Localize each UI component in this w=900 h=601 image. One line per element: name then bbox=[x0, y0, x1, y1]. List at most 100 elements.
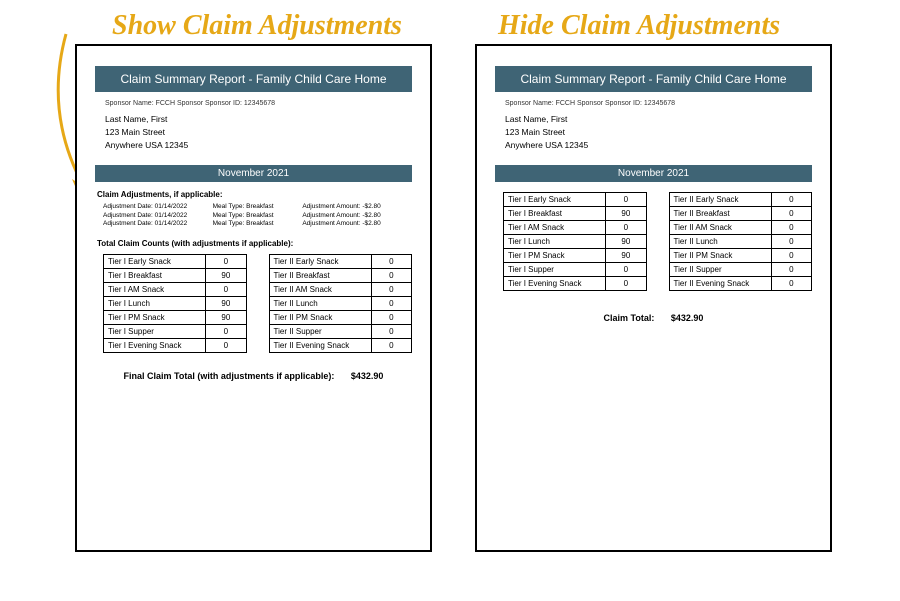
meal-label: Tier II Breakfast bbox=[669, 207, 771, 221]
meal-label: Tier II Early Snack bbox=[669, 193, 771, 207]
meal-count: 90 bbox=[206, 310, 246, 324]
meal-count: 0 bbox=[371, 324, 411, 338]
meal-count: 0 bbox=[371, 268, 411, 282]
meal-label: Tier II Early Snack bbox=[269, 254, 371, 268]
table-row: Tier II Early Snack0 bbox=[269, 254, 412, 268]
meal-label: Tier I Evening Snack bbox=[104, 338, 206, 352]
meal-label: Tier II AM Snack bbox=[669, 221, 771, 235]
tier2-table: Tier II Early Snack0Tier II Breakfast0Ti… bbox=[269, 254, 413, 353]
meal-label: Tier II PM Snack bbox=[269, 310, 371, 324]
table-row: Tier I AM Snack0 bbox=[104, 282, 247, 296]
meal-label: Tier II Breakfast bbox=[269, 268, 371, 282]
final-total-amount: $432.90 bbox=[671, 313, 704, 323]
meal-count-tables: Tier I Early Snack0Tier I Breakfast90Tie… bbox=[103, 254, 412, 353]
report-title-banner: Claim Summary Report - Family Child Care… bbox=[95, 66, 412, 92]
provider-street: 123 Main Street bbox=[505, 126, 812, 139]
table-row: Tier I Early Snack0 bbox=[104, 254, 247, 268]
table-row: Tier I PM Snack90 bbox=[104, 310, 247, 324]
meal-label: Tier II Lunch bbox=[269, 296, 371, 310]
adjustment-meal: Meal Type: Breakfast bbox=[213, 212, 303, 220]
table-row: Tier II Lunch0 bbox=[669, 235, 812, 249]
provider-name: Last Name, First bbox=[505, 113, 812, 126]
meal-count: 90 bbox=[606, 249, 646, 263]
meal-count: 0 bbox=[206, 338, 246, 352]
table-row: Tier I Evening Snack0 bbox=[504, 277, 647, 291]
table-row: Tier II Supper0 bbox=[269, 324, 412, 338]
meal-count: 0 bbox=[206, 282, 246, 296]
meal-label: Tier I PM Snack bbox=[504, 249, 606, 263]
month-bar: November 2021 bbox=[95, 165, 412, 182]
meal-count: 0 bbox=[606, 277, 646, 291]
adjustment-row: Adjustment Date: 01/14/2022Meal Type: Br… bbox=[103, 220, 412, 228]
meal-count: 0 bbox=[771, 207, 811, 221]
adjustment-date: Adjustment Date: 01/14/2022 bbox=[103, 212, 213, 220]
table-row: Tier I Early Snack0 bbox=[504, 193, 647, 207]
meal-count: 0 bbox=[606, 263, 646, 277]
table-row: Tier I Breakfast90 bbox=[504, 207, 647, 221]
table-row: Tier I Supper0 bbox=[504, 263, 647, 277]
meal-label: Tier I AM Snack bbox=[104, 282, 206, 296]
final-total-line: Final Claim Total (with adjustments if a… bbox=[95, 371, 412, 381]
adjustment-row: Adjustment Date: 01/14/2022Meal Type: Br… bbox=[103, 203, 412, 211]
meal-count: 0 bbox=[771, 221, 811, 235]
meal-count: 0 bbox=[371, 296, 411, 310]
meal-count: 0 bbox=[206, 254, 246, 268]
provider-address: Last Name, First 123 Main Street Anywher… bbox=[105, 113, 412, 151]
meal-label: Tier I Early Snack bbox=[104, 254, 206, 268]
meal-count: 0 bbox=[606, 221, 646, 235]
table-row: Tier II Early Snack0 bbox=[669, 193, 812, 207]
adjustments-header: Claim Adjustments, if applicable: bbox=[97, 190, 412, 199]
meal-label: Tier II AM Snack bbox=[269, 282, 371, 296]
meal-label: Tier II Supper bbox=[269, 324, 371, 338]
meal-label: Tier II Supper bbox=[669, 263, 771, 277]
table-row: Tier II PM Snack0 bbox=[269, 310, 412, 324]
meal-count: 0 bbox=[771, 263, 811, 277]
meal-count: 0 bbox=[371, 338, 411, 352]
meal-label: Tier I Evening Snack bbox=[504, 277, 606, 291]
month-bar: November 2021 bbox=[495, 165, 812, 182]
provider-address: Last Name, First 123 Main Street Anywher… bbox=[505, 113, 812, 151]
meal-count: 0 bbox=[206, 324, 246, 338]
meal-label: Tier I PM Snack bbox=[104, 310, 206, 324]
table-row: Tier I Evening Snack0 bbox=[104, 338, 247, 352]
adjustment-row: Adjustment Date: 01/14/2022Meal Type: Br… bbox=[103, 212, 412, 220]
caption-hide: Hide Claim Adjustments bbox=[498, 10, 780, 42]
table-row: Tier II PM Snack0 bbox=[669, 249, 812, 263]
provider-street: 123 Main Street bbox=[105, 126, 412, 139]
report-page-show: Claim Summary Report - Family Child Care… bbox=[75, 44, 432, 552]
meal-count: 0 bbox=[371, 254, 411, 268]
meal-count: 0 bbox=[771, 235, 811, 249]
meal-count: 0 bbox=[771, 277, 811, 291]
table-row: Tier I Lunch90 bbox=[504, 235, 647, 249]
table-row: Tier I AM Snack0 bbox=[504, 221, 647, 235]
adjustment-amount: Adjustment Amount: -$2.80 bbox=[302, 220, 412, 228]
adjustment-meal: Meal Type: Breakfast bbox=[213, 220, 303, 228]
sponsor-line: Sponsor Name: FCCH Sponsor Sponsor ID: 1… bbox=[105, 100, 412, 107]
adjustment-meal: Meal Type: Breakfast bbox=[213, 203, 303, 211]
table-row: Tier I Lunch90 bbox=[104, 296, 247, 310]
final-total-line: Claim Total: $432.90 bbox=[495, 313, 812, 323]
meal-label: Tier II PM Snack bbox=[669, 249, 771, 263]
final-total-label: Final Claim Total (with adjustments if a… bbox=[124, 371, 335, 381]
meal-label: Tier II Lunch bbox=[669, 235, 771, 249]
adjustment-amount: Adjustment Amount: -$2.80 bbox=[302, 212, 412, 220]
adjustments-list: Adjustment Date: 01/14/2022Meal Type: Br… bbox=[103, 203, 412, 228]
tier1-table: Tier I Early Snack0Tier I Breakfast90Tie… bbox=[503, 192, 647, 291]
meal-count: 0 bbox=[606, 193, 646, 207]
provider-name: Last Name, First bbox=[105, 113, 412, 126]
provider-city: Anywhere USA 12345 bbox=[105, 139, 412, 152]
meal-count: 90 bbox=[206, 296, 246, 310]
meal-label: Tier I AM Snack bbox=[504, 221, 606, 235]
table-row: Tier I Supper0 bbox=[104, 324, 247, 338]
adjustment-date: Adjustment Date: 01/14/2022 bbox=[103, 220, 213, 228]
provider-city: Anywhere USA 12345 bbox=[505, 139, 812, 152]
meal-count: 0 bbox=[771, 249, 811, 263]
meal-count: 90 bbox=[206, 268, 246, 282]
meal-label: Tier I Supper bbox=[504, 263, 606, 277]
meal-count: 0 bbox=[371, 282, 411, 296]
meal-label: Tier I Lunch bbox=[104, 296, 206, 310]
meal-count-tables: Tier I Early Snack0Tier I Breakfast90Tie… bbox=[503, 192, 812, 291]
meal-count: 0 bbox=[771, 193, 811, 207]
meal-label: Tier II Evening Snack bbox=[669, 277, 771, 291]
adjustment-date: Adjustment Date: 01/14/2022 bbox=[103, 203, 213, 211]
